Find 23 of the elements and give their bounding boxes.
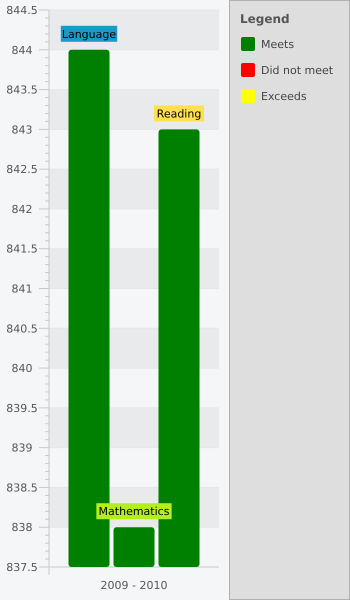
y-tick-label: 844 xyxy=(12,44,32,57)
legend-title: Legend xyxy=(240,12,290,26)
y-tick-label: 841 xyxy=(12,282,32,296)
legend-label: Meets xyxy=(261,38,294,51)
x-tick-label: Language xyxy=(62,28,116,41)
y-tick-label: 838 xyxy=(12,521,32,534)
y-tick-label: 839 xyxy=(12,442,32,455)
y-tick-label: 838.5 xyxy=(6,481,38,494)
y-tick-label: 843 xyxy=(12,123,32,136)
legend-label: Exceeds xyxy=(261,90,307,103)
y-tick-label: 837.5 xyxy=(6,561,38,574)
y-tick-label: 840 xyxy=(12,362,32,376)
x-axis-title: 2009 - 2010 xyxy=(100,579,168,592)
x-tick-label: Mathematics xyxy=(98,505,170,518)
y-tick-label: 841.5 xyxy=(6,242,38,256)
y-tick-label: 844.5 xyxy=(6,4,38,17)
x-tick-label: Reading xyxy=(156,107,202,120)
y-tick-label: 843.5 xyxy=(6,84,38,97)
legend-label: Did not meet xyxy=(261,64,334,77)
y-tick-label: 840.5 xyxy=(6,322,38,336)
y-tick-label: 842 xyxy=(12,202,32,216)
y-tick-label: 839.5 xyxy=(6,402,38,415)
y-tick-label: 842.5 xyxy=(6,163,38,176)
